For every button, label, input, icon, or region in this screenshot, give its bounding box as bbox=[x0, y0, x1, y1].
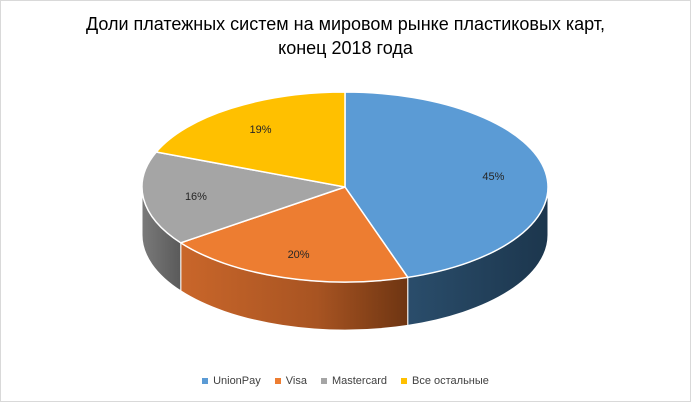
pie-slice-unionpay bbox=[344, 91, 549, 279]
legend-item-visa: Visa bbox=[274, 375, 307, 387]
pie-slice-others bbox=[155, 91, 346, 188]
chart-title: Доли платежных систем на мировом рынке п… bbox=[0, 12, 691, 60]
data-label-others: 19% bbox=[250, 124, 272, 136]
legend-label-mastercard: Mastercard bbox=[331, 375, 387, 387]
legend-item-mastercard: Mastercard bbox=[320, 375, 387, 387]
chart-title-line-2: конец 2018 года bbox=[278, 38, 413, 58]
legend-label-visa: Visa bbox=[285, 375, 307, 387]
legend-swatch-mastercard bbox=[320, 378, 327, 384]
legend-swatch-unionpay bbox=[202, 378, 209, 384]
pie-slice-visa bbox=[180, 186, 409, 283]
legend-item-others: Все остальные bbox=[401, 375, 489, 387]
data-label-unionpay: 45% bbox=[482, 171, 504, 183]
data-label-visa: 20% bbox=[288, 249, 310, 261]
chart-legend: UnionPay Visa Mastercard Все остальные bbox=[0, 375, 691, 387]
legend-swatch-visa bbox=[274, 378, 281, 384]
legend-swatch-others bbox=[401, 378, 407, 384]
pie-slice-mastercard bbox=[141, 151, 346, 244]
data-label-mastercard: 16% bbox=[185, 191, 207, 203]
legend-label-others: Все остальные bbox=[412, 375, 489, 387]
legend-label-unionpay: UnionPay bbox=[213, 375, 261, 387]
chart-title-line-1: Доли платежных систем на мировом рынке п… bbox=[85, 14, 606, 34]
legend-item-unionpay: UnionPay bbox=[202, 375, 261, 387]
